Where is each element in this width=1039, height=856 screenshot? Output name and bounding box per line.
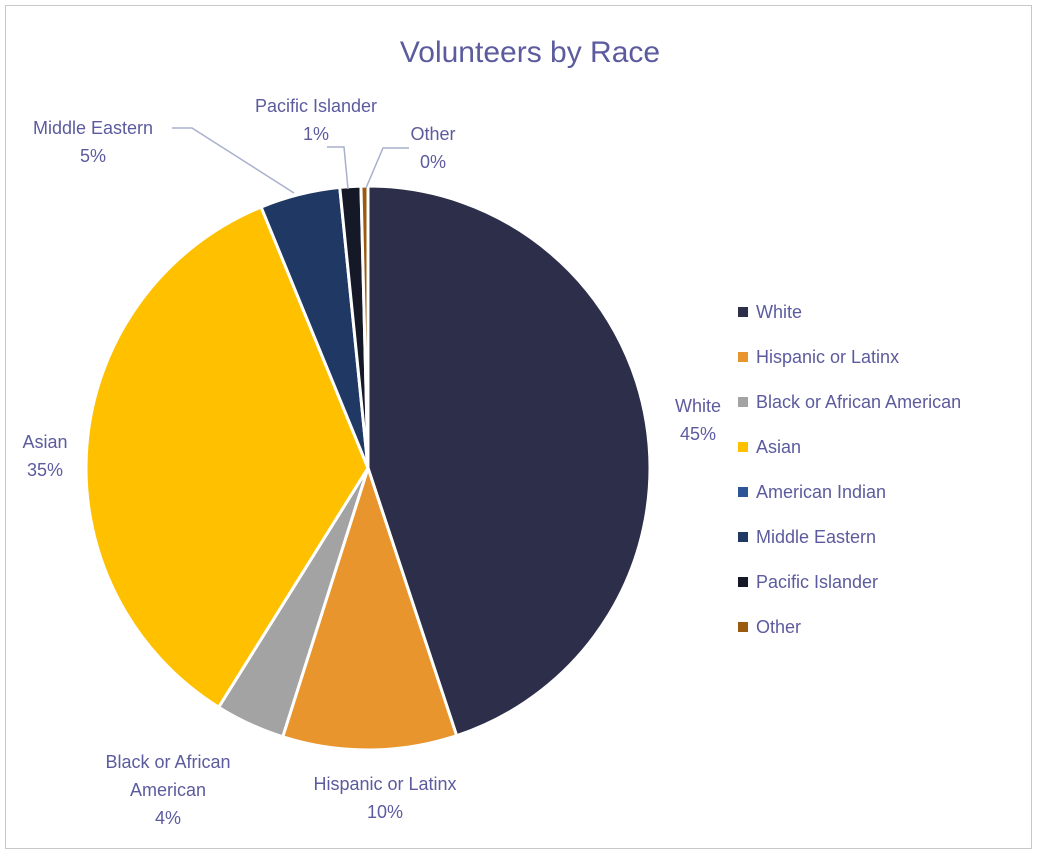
data-label-middle-eastern: Middle Eastern 5% <box>33 118 153 166</box>
legend-item-asian: Asian <box>738 437 801 457</box>
legend-label-black-or-african-american: Black or African American <box>756 392 961 412</box>
legend-label-american-indian: American Indian <box>756 482 886 502</box>
data-label-other: Other 0% <box>410 124 455 172</box>
legend-swatch-american-indian <box>738 487 748 497</box>
pie-slice-white <box>366 184 652 738</box>
pie-slice-asian <box>84 205 370 709</box>
legend-label-other: Other <box>756 617 801 637</box>
legend-item-white: White <box>738 302 802 322</box>
legend-swatch-white <box>738 307 748 317</box>
legend-item-other: Other <box>738 617 801 637</box>
legend-label-asian: Asian <box>756 437 801 457</box>
legend: White Hispanic or Latinx Black or African … <box>738 302 961 637</box>
legend-swatch-other <box>738 622 748 632</box>
legend-swatch-pacific-islander <box>738 577 748 587</box>
legend-label-middle-eastern: Middle Eastern <box>756 527 876 547</box>
pie-slices <box>84 184 652 752</box>
data-label-white: White 45% <box>675 396 721 444</box>
leader-line-pacific-islander <box>327 146 349 190</box>
pie-slice-hispanic-or-latinx <box>281 466 459 752</box>
legend-label-hispanic-or-latinx: Hispanic or Latinx <box>756 347 899 367</box>
data-label-black-or-african-american: Black or African American 4% <box>105 752 230 828</box>
legend-swatch-middle-eastern <box>738 532 748 542</box>
pie-slice-other <box>359 184 370 470</box>
legend-swatch-black-or-african-american <box>738 397 748 407</box>
data-label-asian: Asian 35% <box>22 432 67 480</box>
chart-title: Volunteers by Race <box>400 36 660 69</box>
legend-item-black-or-african-american: Black or African American <box>738 392 961 412</box>
legend-label-white: White <box>756 302 802 322</box>
leader-line-middle-eastern <box>172 127 295 194</box>
legend-item-american-indian: American Indian <box>738 482 886 502</box>
data-label-pacific-islander: Pacific Islander 1% <box>255 96 377 144</box>
legend-label-pacific-islander: Pacific Islander <box>756 572 878 592</box>
legend-item-middle-eastern: Middle Eastern <box>738 527 876 547</box>
data-labels: White 45% Hispanic or Latinx 10% Black or Af… <box>22 96 721 828</box>
legend-item-pacific-islander: Pacific Islander <box>738 572 878 592</box>
legend-swatch-hispanic-or-latinx <box>738 352 748 362</box>
leader-line-other <box>365 147 409 189</box>
legend-swatch-asian <box>738 442 748 452</box>
data-label-hispanic-or-latinx: Hispanic or Latinx 10% <box>313 774 456 822</box>
legend-item-hispanic-or-latinx: Hispanic or Latinx <box>738 347 899 367</box>
leader-lines <box>172 127 409 194</box>
